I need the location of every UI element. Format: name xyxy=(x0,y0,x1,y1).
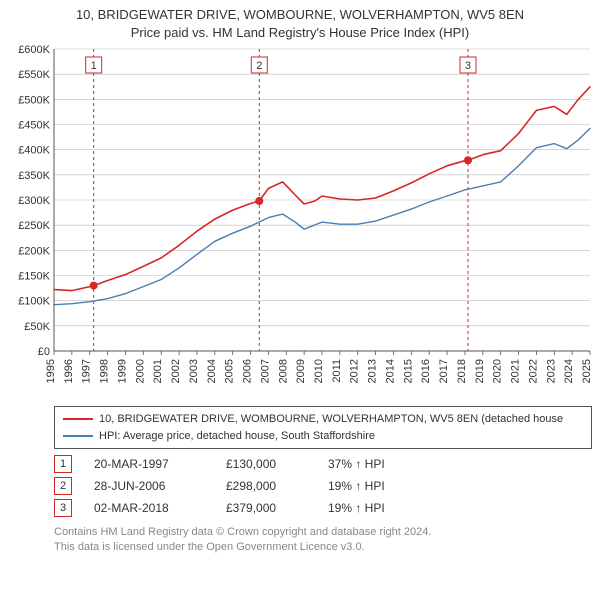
page: 10, BRIDGEWATER DRIVE, WOMBOURNE, WOLVER… xyxy=(0,0,600,559)
svg-text:£600K: £600K xyxy=(18,45,50,56)
svg-text:£400K: £400K xyxy=(18,145,50,157)
svg-text:£300K: £300K xyxy=(18,195,50,207)
chart-title: 10, BRIDGEWATER DRIVE, WOMBOURNE, WOLVER… xyxy=(4,6,596,41)
svg-text:2015: 2015 xyxy=(402,359,414,383)
event-price: £298,000 xyxy=(226,479,306,493)
footer-line: This data is licensed under the Open Gov… xyxy=(54,540,592,555)
svg-text:£200K: £200K xyxy=(18,245,50,257)
event-price: £379,000 xyxy=(226,501,306,515)
svg-text:2014: 2014 xyxy=(384,359,396,383)
svg-text:1999: 1999 xyxy=(116,359,128,383)
svg-text:2009: 2009 xyxy=(295,359,307,383)
svg-text:2023: 2023 xyxy=(545,359,557,383)
title-line-2: Price paid vs. HM Land Registry's House … xyxy=(4,24,596,42)
svg-text:3: 3 xyxy=(465,60,471,72)
svg-text:2002: 2002 xyxy=(170,359,182,383)
svg-text:2003: 2003 xyxy=(188,359,200,383)
svg-text:2013: 2013 xyxy=(367,359,379,383)
svg-text:2020: 2020 xyxy=(492,359,504,383)
svg-text:2017: 2017 xyxy=(438,359,450,383)
legend-item-price-paid: 10, BRIDGEWATER DRIVE, WOMBOURNE, WOLVER… xyxy=(63,411,583,428)
svg-text:2: 2 xyxy=(256,60,262,72)
event-price: £130,000 xyxy=(226,457,306,471)
svg-text:£350K: £350K xyxy=(18,170,50,182)
svg-text:2008: 2008 xyxy=(277,359,289,383)
title-line-1: 10, BRIDGEWATER DRIVE, WOMBOURNE, WOLVER… xyxy=(4,6,596,24)
svg-text:£250K: £250K xyxy=(18,220,50,232)
svg-text:£100K: £100K xyxy=(18,296,50,308)
svg-text:£550K: £550K xyxy=(18,69,50,81)
legend-swatch xyxy=(63,435,93,437)
event-delta: 19% ↑ HPI xyxy=(328,479,385,493)
event-date: 28-JUN-2006 xyxy=(94,479,204,493)
svg-text:2005: 2005 xyxy=(224,359,236,383)
svg-text:1997: 1997 xyxy=(81,359,93,383)
legend-swatch xyxy=(63,418,93,420)
svg-text:2000: 2000 xyxy=(134,359,146,383)
event-marker: 1 xyxy=(54,455,72,473)
svg-text:2006: 2006 xyxy=(242,359,254,383)
event-delta: 19% ↑ HPI xyxy=(328,501,385,515)
svg-text:2011: 2011 xyxy=(331,359,343,383)
svg-text:2016: 2016 xyxy=(420,359,432,383)
legend-item-hpi: HPI: Average price, detached house, Sout… xyxy=(63,428,583,445)
event-date: 20-MAR-1997 xyxy=(94,457,204,471)
event-row: 1 20-MAR-1997 £130,000 37% ↑ HPI xyxy=(54,455,592,473)
svg-text:2019: 2019 xyxy=(474,359,486,383)
legend-label: HPI: Average price, detached house, Sout… xyxy=(99,428,375,445)
event-row: 3 02-MAR-2018 £379,000 19% ↑ HPI xyxy=(54,499,592,517)
event-delta: 37% ↑ HPI xyxy=(328,457,385,471)
legend-label: 10, BRIDGEWATER DRIVE, WOMBOURNE, WOLVER… xyxy=(99,411,563,428)
svg-text:1: 1 xyxy=(91,60,97,72)
svg-text:2007: 2007 xyxy=(259,359,271,383)
svg-text:£500K: £500K xyxy=(18,94,50,106)
svg-text:2004: 2004 xyxy=(206,359,218,383)
svg-text:2021: 2021 xyxy=(510,359,522,383)
svg-text:2024: 2024 xyxy=(563,359,575,383)
svg-text:£50K: £50K xyxy=(24,321,50,333)
chart-svg: £0 £50K £100K £150K £200K £250K £300K £350K £400… xyxy=(4,45,594,395)
event-row: 2 28-JUN-2006 £298,000 19% ↑ HPI xyxy=(54,477,592,495)
svg-text:£450K: £450K xyxy=(18,120,50,132)
event-list: 1 20-MAR-1997 £130,000 37% ↑ HPI 2 28-JUN-200… xyxy=(54,455,592,517)
svg-text:1996: 1996 xyxy=(63,359,75,383)
event-date: 02-MAR-2018 xyxy=(94,501,204,515)
svg-text:£150K: £150K xyxy=(18,271,50,283)
svg-text:2001: 2001 xyxy=(152,359,164,383)
svg-text:2025: 2025 xyxy=(581,359,593,383)
price-chart: £0 £50K £100K £150K £200K £250K £300K £350K £400… xyxy=(4,45,596,400)
svg-text:2010: 2010 xyxy=(313,359,325,383)
svg-text:1998: 1998 xyxy=(99,359,111,383)
footer-attribution: Contains HM Land Registry data © Crown c… xyxy=(54,525,592,555)
svg-text:£0: £0 xyxy=(38,346,50,358)
svg-text:2012: 2012 xyxy=(349,359,361,383)
event-marker: 3 xyxy=(54,499,72,517)
svg-text:1995: 1995 xyxy=(45,359,57,383)
svg-text:2018: 2018 xyxy=(456,359,468,383)
svg-text:2022: 2022 xyxy=(527,359,539,383)
event-marker: 2 xyxy=(54,477,72,495)
footer-line: Contains HM Land Registry data © Crown c… xyxy=(54,525,592,540)
legend: 10, BRIDGEWATER DRIVE, WOMBOURNE, WOLVER… xyxy=(54,406,592,449)
